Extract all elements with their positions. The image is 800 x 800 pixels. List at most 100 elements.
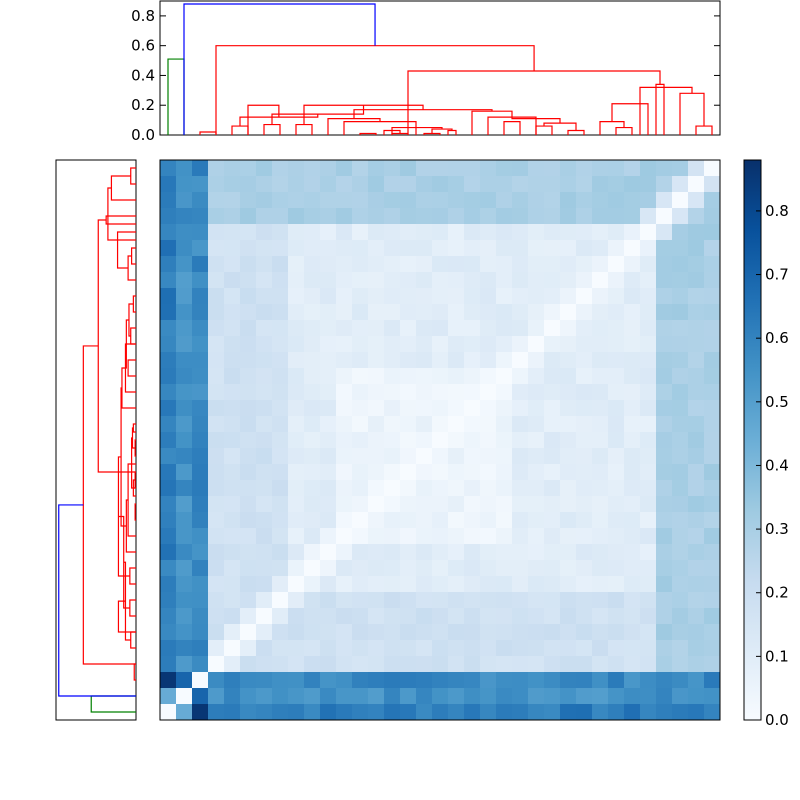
heatmap-cell — [592, 176, 609, 193]
heatmap-cell — [208, 160, 225, 177]
heatmap-cell — [400, 384, 417, 401]
heatmap-cell — [272, 704, 289, 721]
heatmap-cell — [432, 704, 449, 721]
heatmap-cell — [480, 224, 497, 241]
heatmap-cell — [592, 704, 609, 721]
heatmap-cell — [384, 512, 401, 529]
heatmap-cell — [480, 688, 497, 705]
heatmap-cell — [704, 400, 721, 417]
heatmap-cell — [176, 384, 193, 401]
heatmap-cell — [240, 240, 257, 257]
heatmap-cell — [320, 192, 337, 209]
heatmap-cell — [384, 384, 401, 401]
heatmap-cell — [352, 304, 369, 321]
heatmap-cell — [432, 688, 449, 705]
heatmap-cell — [688, 192, 705, 209]
heatmap-cell — [544, 608, 561, 625]
heatmap-cell — [576, 400, 593, 417]
heatmap-cell — [464, 640, 481, 657]
heatmap-cell — [496, 240, 513, 257]
heatmap-cell — [176, 512, 193, 529]
heatmap-cell — [304, 512, 321, 529]
heatmap-cell — [176, 704, 193, 721]
heatmap-cell — [160, 384, 177, 401]
heatmap-cell — [208, 288, 225, 305]
heatmap-cell — [688, 512, 705, 529]
heatmap-cell — [448, 160, 465, 177]
heatmap-cell — [448, 496, 465, 513]
heatmap-cell — [448, 352, 465, 369]
heatmap-cell — [288, 240, 305, 257]
heatmap-cell — [304, 528, 321, 545]
heatmap-cell — [640, 432, 657, 449]
heatmap-cell — [560, 576, 577, 593]
heatmap-cell — [192, 208, 209, 225]
heatmap-cell — [192, 432, 209, 449]
heatmap-cell — [304, 560, 321, 577]
heatmap-cell — [480, 208, 497, 225]
heatmap-cell — [688, 208, 705, 225]
heatmap-cell — [560, 464, 577, 481]
heatmap-cell — [448, 256, 465, 273]
heatmap-cell — [560, 432, 577, 449]
heatmap-cell — [432, 528, 449, 545]
heatmap-cell — [240, 640, 257, 657]
heatmap-cell — [224, 432, 241, 449]
heatmap-cell — [560, 336, 577, 353]
heatmap-cell — [640, 160, 657, 177]
colorbar-gradient — [743, 159, 762, 721]
heatmap-cell — [464, 224, 481, 241]
heatmap-cell — [480, 576, 497, 593]
heatmap-cell — [368, 640, 385, 657]
heatmap-cell — [208, 208, 225, 225]
heatmap-cell — [160, 288, 177, 305]
heatmap-cell — [704, 688, 721, 705]
heatmap-cell — [160, 688, 177, 705]
heatmap-cell — [192, 592, 209, 609]
left-dendrogram-link-32 — [105, 215, 136, 225]
heatmap-cell — [528, 400, 545, 417]
heatmap-cell — [256, 528, 273, 545]
heatmap-cell — [320, 336, 337, 353]
heatmap-cell — [176, 176, 193, 193]
heatmap-cell — [672, 192, 689, 209]
heatmap-cell — [256, 336, 273, 353]
heatmap-cell — [368, 704, 385, 721]
heatmap-cell — [304, 192, 321, 209]
heatmap-cell — [160, 208, 177, 225]
heatmap-cell — [208, 224, 225, 241]
heatmap-cell — [592, 672, 609, 689]
heatmap-cell — [256, 448, 273, 465]
heatmap-cell — [384, 208, 401, 225]
heatmap-cell — [400, 400, 417, 417]
heatmap-cell — [528, 368, 545, 385]
heatmap-cell — [176, 160, 193, 177]
heatmap-cell — [384, 464, 401, 481]
heatmap-cell — [496, 576, 513, 593]
heatmap-cell — [272, 224, 289, 241]
heatmap-cell — [672, 704, 689, 721]
heatmap-cell — [240, 528, 257, 545]
heatmap-cell — [256, 464, 273, 481]
heatmap-cell — [384, 480, 401, 497]
heatmap-cell — [592, 224, 609, 241]
heatmap-cell — [656, 704, 673, 721]
heatmap-cell — [512, 240, 529, 257]
heatmap-cell — [272, 336, 289, 353]
heatmap-cell — [560, 496, 577, 513]
heatmap-cell — [432, 432, 449, 449]
heatmap-cell — [544, 496, 561, 513]
heatmap-cell — [672, 336, 689, 353]
heatmap-cell — [512, 480, 529, 497]
heatmap-cell — [608, 448, 625, 465]
heatmap-cell — [544, 192, 561, 209]
heatmap-cell — [400, 672, 417, 689]
heatmap-cell — [464, 352, 481, 369]
heatmap-cell — [336, 176, 353, 193]
heatmap-cell — [176, 624, 193, 641]
heatmap-cell — [192, 400, 209, 417]
heatmap-cell — [432, 672, 449, 689]
heatmap-cell — [368, 528, 385, 545]
heatmap-cell — [656, 288, 673, 305]
heatmap-cell — [208, 464, 225, 481]
